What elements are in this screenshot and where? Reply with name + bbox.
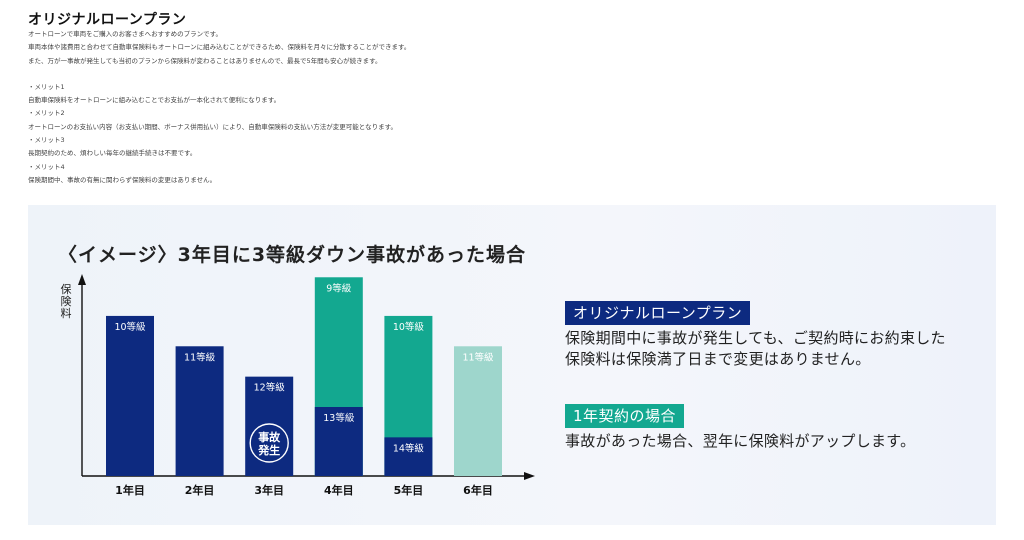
legend-desc-line: 保険期間中に事故が発生しても、ご契約時にお約束した: [565, 329, 946, 347]
merit-text: 長期契約のため、煩わしい毎年の継続手続きは不要です。: [28, 149, 197, 158]
legend-tag-annual: 1年契約の場合: [565, 404, 685, 428]
merit-text: 保険期間中、事故の有無に関わらず保険料の変更はありません。: [28, 175, 217, 184]
x-tick-label: 4年目: [324, 483, 354, 497]
bar-loan-plan: [245, 376, 294, 476]
merit-label: ・メリット3: [28, 136, 65, 145]
bar-label-loan-plan: 14等級: [393, 442, 425, 454]
x-axis-arrow: [524, 472, 535, 480]
bar-loan-plan: [175, 346, 224, 476]
bar-label-annual: 11等級: [462, 351, 494, 363]
bar-label-annual: 9等級: [326, 282, 352, 294]
y-axis-label: 保険料: [60, 283, 72, 320]
chart-bars: 10等級 11等級 12等級 9等級 13等級 10等級 14等級 11等級: [106, 277, 502, 476]
bar-label-loan-plan: 12等級: [254, 382, 286, 394]
legend-desc-line: 保険料は保険満了日まで変更はありません。: [565, 350, 871, 368]
legend-loan-plan: オリジナルローンプラン 保険期間中に事故が発生しても、ご契約時にお約束した 保険…: [565, 301, 946, 370]
bar-loan-plan: [314, 407, 363, 476]
merit-text: 自動車保険料をオートローンに組み込むことでお支払が一本化されて便利になります。: [28, 96, 281, 105]
bar-label-annual: 10等級: [393, 321, 425, 333]
bar-label-loan-plan: 13等級: [323, 412, 355, 424]
merit-label: ・メリット4: [28, 162, 65, 171]
intro-line: オートローンで車両をご購入のお客さまへおすすめのプランです。: [28, 30, 223, 38]
page-title: オリジナルローンプラン: [28, 12, 187, 28]
intro-line: また、万が一事故が発生しても当初のプランから保険料が変わることはありませんので、…: [28, 56, 382, 65]
x-tick-label: 5年目: [394, 483, 424, 497]
x-tick-label: 1年目: [115, 483, 145, 497]
legend-tag-loan-plan: オリジナルローンプラン: [565, 301, 751, 325]
illustration-title: 〈イメージ〉3年目に3等級ダウン事故があった場合: [58, 244, 527, 266]
legend-annual: 1年契約の場合 事故があった場合、翌年に保険料がアップします。: [565, 404, 915, 452]
chart-x-ticks: 1年目 2年目 3年目 4年目 5年目 6年目: [115, 483, 493, 497]
bar-loan-plan: [106, 315, 154, 476]
merit-label: ・メリット1: [28, 82, 65, 91]
x-tick-label: 2年目: [185, 483, 215, 497]
merit-text: オートローンのお支払い内容（お支払い期間、ボーナス併用払い）により、自動車保険料…: [28, 122, 397, 131]
accident-badge-circle: [249, 423, 289, 463]
accident-badge-text: 事故: [258, 430, 281, 444]
legend-desc-line: 事故があった場合、翌年に保険料がアップします。: [565, 432, 916, 450]
intro-line: 車両本体や諸費用と合わせて自動車保険料もオートローンに組み込むことができるため、…: [28, 43, 411, 52]
chart-axes: [78, 274, 535, 480]
bar-loan-plan: [384, 437, 433, 476]
bar-label-loan-plan: 10等級: [114, 321, 146, 333]
bar-annual: [454, 346, 502, 476]
y-axis-arrow: [78, 274, 86, 285]
x-tick-label: 3年目: [254, 483, 284, 497]
merit-label: ・メリット2: [28, 109, 65, 118]
x-tick-label: 6年目: [463, 483, 493, 497]
bar-label-loan-plan: 11等級: [184, 351, 216, 363]
intro-text: オートローンで車両をご購入のお客さまへおすすめのプランです。 車両本体や諸費用と…: [28, 28, 988, 187]
accident-badge-text: 発生: [257, 443, 280, 457]
